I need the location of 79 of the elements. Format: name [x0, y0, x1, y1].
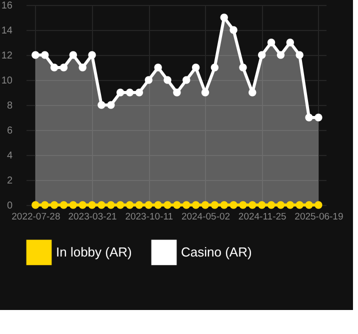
point — [135, 88, 144, 96]
y-tick-label: 2 — [6, 176, 13, 186]
point — [258, 51, 266, 59]
point — [173, 201, 181, 209]
point — [40, 201, 49, 209]
point — [192, 201, 200, 209]
point — [78, 64, 86, 72]
y-tick-label: 8 — [6, 100, 13, 112]
point — [182, 201, 190, 209]
point — [98, 201, 106, 209]
point — [32, 201, 40, 209]
point — [88, 201, 96, 209]
point — [88, 51, 96, 59]
x-tick-label: 2022-07-28 — [12, 212, 60, 222]
point — [248, 88, 256, 96]
point — [267, 38, 276, 46]
point — [164, 201, 172, 209]
point — [296, 201, 304, 209]
y-tick-label: 4 — [6, 150, 13, 162]
point — [116, 201, 124, 209]
point — [164, 76, 172, 84]
point — [78, 201, 86, 209]
x-tick-label: 2025-06-19 — [294, 212, 344, 222]
x-tick-label: 2024-05-02 — [181, 212, 230, 222]
point — [107, 101, 115, 109]
point — [314, 201, 322, 209]
point — [69, 51, 78, 59]
x-tick-label: 2024-11-25 — [238, 212, 286, 222]
point — [135, 201, 144, 209]
y-tick-label: 0 — [6, 200, 13, 212]
y-tick-label: 10 — [1, 76, 13, 86]
point — [239, 64, 247, 72]
point — [201, 201, 210, 209]
point — [154, 201, 162, 209]
point — [210, 201, 219, 209]
point — [107, 201, 115, 209]
point — [60, 201, 68, 209]
point — [286, 38, 294, 46]
legend-label: Casino (AR) — [181, 244, 252, 260]
y-tick-label: 14 — [1, 26, 13, 36]
point — [305, 114, 313, 122]
point — [220, 14, 228, 22]
point — [60, 64, 68, 72]
point — [144, 76, 153, 84]
point — [230, 201, 238, 209]
point — [248, 201, 256, 209]
point — [182, 76, 190, 84]
point — [276, 201, 285, 209]
point — [32, 51, 40, 59]
point — [173, 88, 181, 96]
point — [116, 88, 124, 96]
point — [230, 26, 238, 34]
point — [314, 114, 322, 122]
point — [276, 51, 285, 59]
point — [144, 201, 153, 209]
point — [40, 51, 49, 59]
point — [126, 88, 134, 96]
point — [286, 201, 294, 209]
point — [126, 201, 134, 209]
legend-label: In lobby (AR) — [56, 244, 132, 260]
point — [154, 64, 162, 72]
point — [98, 101, 106, 109]
x-tick-label: 2023-10-11 — [125, 212, 174, 222]
y-tick-label: 16 — [1, 0, 13, 12]
point — [210, 64, 219, 72]
point — [192, 64, 200, 72]
point — [305, 201, 313, 209]
x-tick-label: 2023-03-21 — [68, 212, 117, 222]
y-tick-label: 12 — [1, 50, 13, 62]
point — [50, 201, 58, 209]
point — [50, 64, 58, 72]
point — [239, 201, 247, 209]
point — [258, 201, 266, 209]
point — [69, 201, 78, 209]
point — [220, 201, 228, 209]
y-tick-label: 6 — [6, 126, 13, 136]
point — [296, 51, 304, 59]
point — [201, 88, 210, 96]
point — [267, 201, 276, 209]
